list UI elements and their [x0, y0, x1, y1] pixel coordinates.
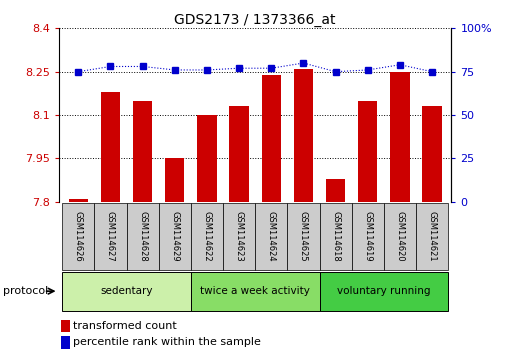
Bar	[326, 179, 345, 202]
Text: GSM114629: GSM114629	[170, 211, 180, 262]
Text: sedentary: sedentary	[101, 286, 153, 296]
Bar	[423, 106, 442, 202]
Bar	[255, 203, 287, 270]
Text: GSM114628: GSM114628	[138, 211, 147, 262]
Bar	[94, 203, 127, 270]
Text: transformed count: transformed count	[73, 321, 177, 331]
Bar	[133, 101, 152, 202]
Bar	[287, 203, 320, 270]
Text: GSM114618: GSM114618	[331, 211, 340, 262]
Text: protocol: protocol	[3, 286, 48, 296]
Bar	[384, 203, 416, 270]
Text: GSM114619: GSM114619	[363, 211, 372, 262]
Text: voluntary running: voluntary running	[337, 286, 430, 296]
Bar	[294, 69, 313, 202]
Bar	[61, 320, 70, 332]
Bar	[223, 203, 255, 270]
Bar	[62, 272, 191, 311]
Bar	[390, 72, 409, 202]
Text: GSM114627: GSM114627	[106, 211, 115, 262]
Bar	[352, 203, 384, 270]
Text: GSM114622: GSM114622	[203, 211, 211, 262]
Bar	[61, 336, 70, 349]
Bar	[320, 272, 448, 311]
Bar	[262, 75, 281, 202]
Bar	[159, 203, 191, 270]
Bar	[127, 203, 159, 270]
Bar	[191, 203, 223, 270]
Bar	[416, 203, 448, 270]
Text: GSM114626: GSM114626	[74, 211, 83, 262]
Bar	[229, 106, 249, 202]
Text: GSM114621: GSM114621	[428, 211, 437, 262]
Bar	[191, 272, 320, 311]
Text: GSM114623: GSM114623	[234, 211, 244, 262]
Text: GSM114620: GSM114620	[396, 211, 404, 262]
Bar	[358, 101, 378, 202]
Bar	[101, 92, 120, 202]
Text: GSM114624: GSM114624	[267, 211, 276, 262]
Bar	[165, 159, 185, 202]
Title: GDS2173 / 1373366_at: GDS2173 / 1373366_at	[174, 13, 336, 27]
Bar	[69, 199, 88, 202]
Bar	[198, 115, 216, 202]
Bar	[320, 203, 352, 270]
Text: twice a week activity: twice a week activity	[200, 286, 310, 296]
Bar	[62, 203, 94, 270]
Text: GSM114625: GSM114625	[299, 211, 308, 262]
Text: percentile rank within the sample: percentile rank within the sample	[73, 337, 261, 347]
